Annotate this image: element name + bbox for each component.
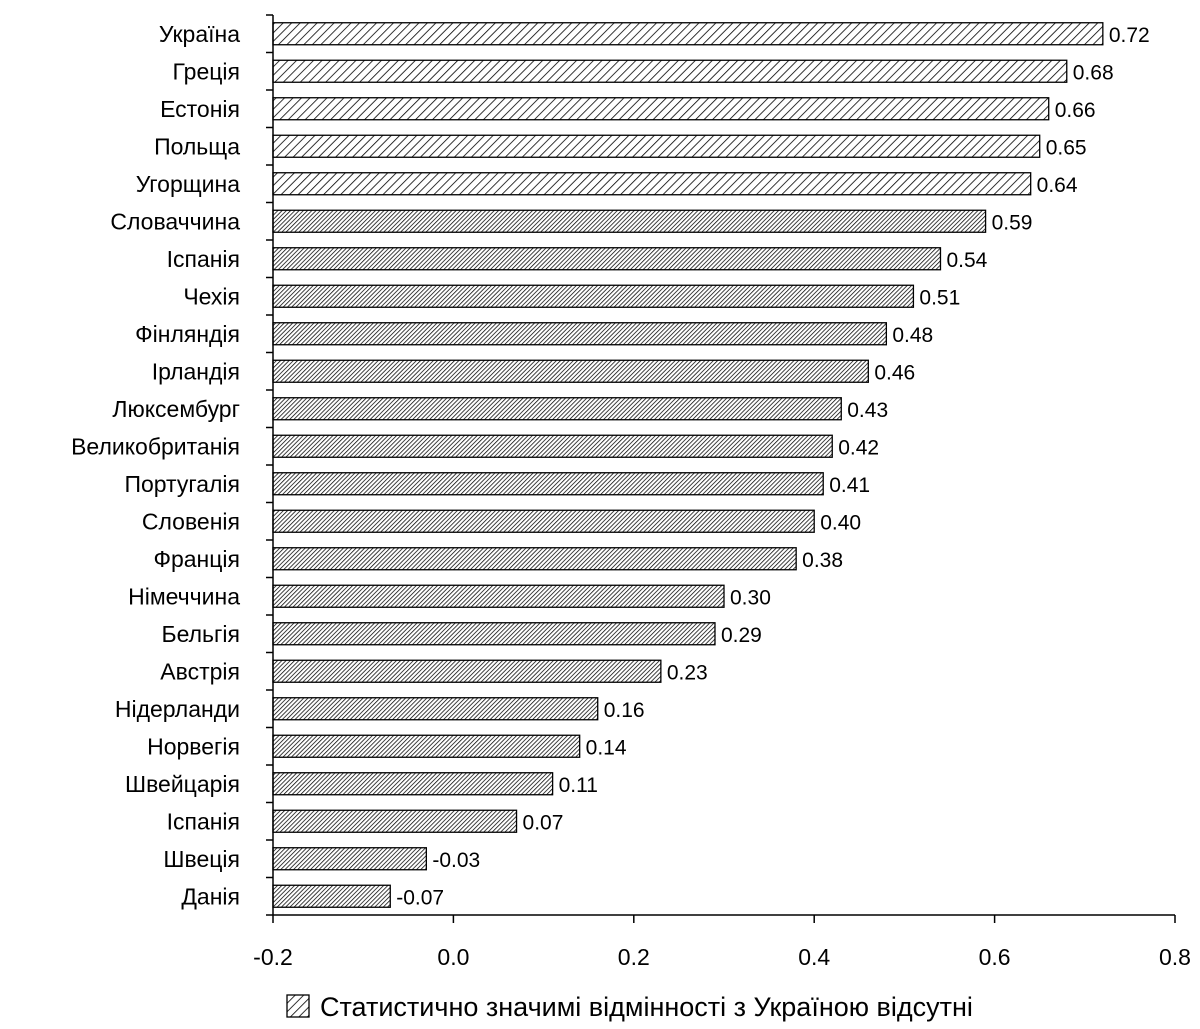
bar (272, 322, 888, 346)
value-label: -0.07 (396, 886, 444, 909)
value-label: 0.46 (874, 361, 915, 384)
x-tick-label: 0.0 (437, 944, 469, 970)
category-label: Бельгія (162, 621, 240, 647)
value-label: 0.41 (829, 474, 870, 497)
legend-label: Статистично значимі відмінності з Україн… (320, 992, 973, 1022)
x-tick-label: 0.4 (798, 944, 830, 970)
bar (272, 134, 1041, 158)
category-label: Словаччина (110, 208, 240, 234)
value-label: 0.11 (559, 774, 598, 797)
bars-layer: Україна 0.72 Греція 0.68 Естонія 0.66 Польща 0.… (71, 21, 1150, 910)
x-tick-label: 0.6 (979, 944, 1011, 970)
category-label: Естонія (160, 96, 240, 122)
category-label: Норвегія (147, 733, 240, 759)
bar (272, 809, 518, 833)
value-label: 0.14 (586, 736, 627, 759)
category-label: Ірландія (152, 358, 240, 384)
value-label: 0.65 (1046, 136, 1087, 159)
value-label: 0.66 (1055, 99, 1096, 122)
bar (272, 547, 797, 571)
x-tick-label: 0.2 (618, 944, 650, 970)
bar (272, 847, 427, 871)
category-label: Нідерланди (115, 696, 240, 722)
category-label: Угорщина (136, 171, 241, 197)
category-label: Португалія (124, 471, 240, 497)
bar (272, 697, 599, 721)
bar (272, 359, 869, 383)
bar (272, 509, 815, 533)
category-label: Іспанія (167, 808, 240, 834)
category-label: Іспанія (167, 246, 240, 272)
bar (272, 772, 554, 796)
value-label: 0.48 (892, 324, 933, 347)
category-label: Австрія (160, 658, 240, 684)
bar (272, 622, 716, 646)
legend-swatch (286, 994, 310, 1018)
category-label: Греція (173, 58, 240, 84)
category-label: Франція (153, 546, 240, 572)
category-label: Словенія (142, 508, 240, 534)
value-label: -0.03 (432, 849, 480, 872)
bar (272, 884, 391, 908)
bar (272, 659, 662, 683)
value-label: 0.72 (1109, 24, 1150, 47)
category-label: Люксембург (112, 396, 240, 422)
value-label: 0.59 (992, 211, 1033, 234)
bar (272, 584, 725, 608)
value-label: 0.30 (730, 586, 771, 609)
category-label: Швеція (163, 846, 240, 872)
category-label: Швейцарія (125, 771, 240, 797)
value-label: 0.16 (604, 699, 645, 722)
category-label: Великобританія (71, 433, 240, 459)
bar (272, 59, 1068, 83)
axes: -0.2 0.0 0.2 0.4 0.6 0.8 (253, 14, 1191, 970)
bar (272, 734, 581, 758)
x-tick-label: -0.2 (253, 944, 293, 970)
category-label: Україна (159, 21, 240, 47)
category-label: Німеччина (128, 583, 240, 609)
bar (272, 397, 842, 421)
value-label: 0.40 (820, 511, 861, 534)
category-label: Польща (154, 133, 240, 159)
value-label: 0.64 (1037, 174, 1078, 197)
value-label: 0.38 (802, 549, 843, 572)
bar (272, 22, 1104, 46)
value-label: 0.68 (1073, 61, 1114, 84)
bar (272, 209, 987, 233)
bar (272, 97, 1050, 121)
category-label: Фінляндія (135, 321, 240, 347)
bar (272, 472, 824, 496)
value-label: 0.23 (667, 661, 708, 684)
value-label: 0.07 (523, 811, 564, 834)
value-label: 0.43 (847, 399, 888, 422)
value-label: 0.51 (919, 286, 960, 309)
category-label: Данія (181, 883, 240, 909)
value-label: 0.29 (721, 624, 762, 647)
category-label: Чехія (183, 283, 240, 309)
value-label: 0.42 (838, 436, 879, 459)
bar (272, 284, 915, 308)
bar (272, 434, 833, 458)
bar (272, 172, 1032, 196)
value-label: 0.54 (946, 249, 987, 272)
bar (272, 247, 942, 271)
legend: Статистично значимі відмінності з Україн… (286, 992, 973, 1022)
x-tick-label: 0.8 (1159, 944, 1191, 970)
